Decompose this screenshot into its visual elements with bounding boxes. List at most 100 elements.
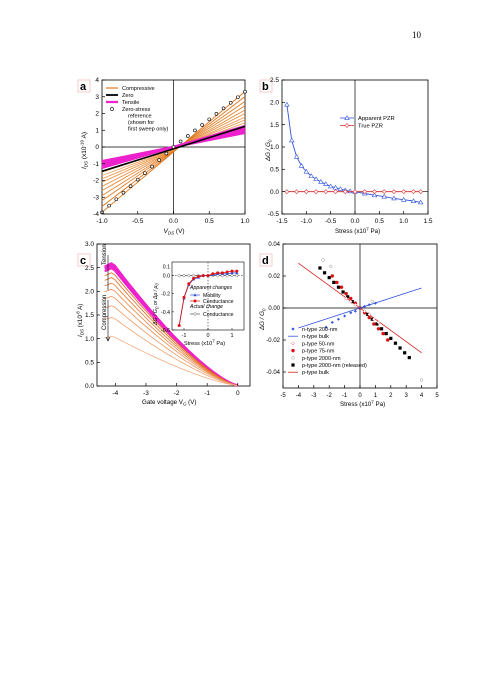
panel-c-inset-ytick-label: 0.0 (163, 274, 170, 280)
panel-d-n200-point (373, 301, 377, 305)
panel-c-xlabel: Gate voltage VG (V) (142, 399, 196, 407)
panel-c-inset-ytick-label: -0.4 (161, 310, 170, 316)
panel-d-p2000-released-point (322, 271, 327, 275)
panel-b-xtick-label: 1.5 (423, 218, 432, 225)
panel-b-true-point (313, 189, 319, 195)
panel-a-ylabel: IDS (x10-10 A) (80, 132, 89, 169)
panel-c-inset-actual-point (234, 273, 239, 278)
panel-d-p2000-point (329, 264, 333, 269)
panel-c-inset-legend-text: Conductance (203, 312, 234, 318)
panel-c-xlabel-part: (V) (186, 399, 196, 406)
panel-d-n200-point (330, 320, 334, 324)
panel-d-p2000-released-point (327, 276, 331, 280)
panel-b-ytick-label: 2.5 (270, 77, 279, 84)
panel-a-reference-point (236, 95, 240, 100)
panel-b-true-point (410, 189, 416, 195)
panel-b-ytick-label: 0.5 (270, 167, 279, 174)
panel-b-apparent-point (381, 193, 387, 199)
panel-c-inset-conductance-point (230, 269, 234, 273)
panel-a-xlabel: VDS (V) (164, 228, 185, 236)
panel-c-inset-conductance-point (225, 270, 229, 274)
panel-b-true-point (362, 189, 368, 195)
panel-a-reference-point (164, 151, 169, 156)
panel-d-ytick-label: 0.04 (268, 242, 280, 248)
panel-a-ytick-label: -3 (93, 194, 99, 201)
panel-d-p2000-released-point (403, 351, 407, 355)
panel-c-inset-ylabel-part: ΔG / G (153, 309, 159, 326)
panel-b-apparent-point (327, 183, 334, 189)
panel-d-n200-point (324, 325, 328, 329)
panel-b-true-point (391, 189, 397, 195)
panel-a-ylabel-part: I (81, 167, 88, 169)
panel-d-legend-marker (291, 356, 295, 360)
panel-d-p50-point (376, 320, 381, 325)
panel-d-p2000-point (419, 378, 424, 382)
panel-b-apparent-point (371, 192, 378, 198)
panel-c-inset-actual-point (220, 273, 225, 278)
panel-a-xtick-label: 1.0 (240, 218, 249, 225)
panel-b-apparent-point (323, 181, 329, 186)
panel-d-xlabel-part: Stress (x10 (340, 401, 372, 408)
panel-a-legend-text: reference (128, 114, 152, 120)
panel-b-xtick-label: 0.0 (350, 218, 359, 225)
panel-a-reference-point (228, 100, 233, 105)
panel-d-label: d (262, 255, 269, 267)
panel-c-transfer-curve (104, 336, 238, 386)
panel-b-apparent-point (318, 179, 324, 184)
panel-c-inset-ytick-label: 0.1 (163, 265, 170, 271)
panel-c-inset-xtick-label: 0 (206, 333, 209, 339)
panel-c-inset-conductance-point (177, 323, 181, 327)
panel-d-xtick-label: 2 (389, 393, 393, 399)
panel-a-ytick-label: 0 (95, 144, 99, 151)
panel-d-p50-point (362, 309, 367, 314)
panel-c-transfer-curve (104, 288, 238, 386)
panel-b-ytick-label: 1.5 (270, 122, 279, 129)
panel-b-true-point (352, 189, 358, 195)
panel-c-tension-label: Tension (102, 244, 108, 265)
panel-c-compression-arrowhead (105, 336, 111, 342)
panel-a-xtick-label: 0.5 (205, 218, 214, 225)
panel-d-legend-text: p-type bulk (302, 370, 329, 376)
panel-d-p2000-released-point (393, 341, 398, 345)
panel-d-p75-point (376, 327, 381, 331)
panel-d-p75-point (349, 296, 353, 301)
panel-d-p2000-released-point (336, 285, 341, 289)
panel-d-xtick-label: 0 (358, 393, 362, 399)
panel-d-p50-point (353, 302, 358, 307)
panel-d-n200-point (343, 314, 347, 318)
panel-b-true-point (418, 189, 424, 195)
panel-d-p2000-released-point (389, 336, 393, 340)
panel-c-inset-actual-point (177, 273, 182, 278)
panel-b-apparent-point (391, 195, 397, 201)
panel-b-ytick-label: 0.0 (270, 189, 279, 196)
panel-b-legend-marker (344, 123, 350, 128)
panel-a-reference-point (107, 203, 111, 208)
panel-b-xlabel-part: 7 (366, 227, 369, 232)
panel-a-reference-point (150, 164, 154, 169)
panel-c-inset-actual-point (182, 273, 186, 278)
panel-c-inset-legend-marker (193, 293, 197, 297)
panel-c-inset-legend-title: Apparent changes (189, 285, 233, 291)
panel-c-ytick-label: 0.5 (85, 360, 94, 367)
panel-d-ylabel-part: ΔG / G (259, 311, 266, 331)
panel-c-inset-xlabel: Stress (x107 Pa) (184, 339, 225, 348)
panel-d-xtick-label: 5 (435, 393, 439, 399)
panel-c-label: c (80, 255, 86, 267)
panel-b-ytick-label: 2.0 (270, 100, 279, 107)
panel-c-ytick-label: 2.0 (85, 289, 94, 296)
panel-b-apparent-point (308, 173, 314, 178)
panel-c-inset-ylabel: ΔG / G0 or Δμ / μ0 (153, 283, 160, 326)
panel-d-xtick-label: 1 (374, 393, 378, 399)
panel-a-zero-line (101, 125, 246, 173)
panel-a-ytick-label: 3 (95, 94, 99, 101)
panel-d-n200-point (358, 306, 362, 310)
panel-a-xlabel-part: DS (168, 231, 174, 236)
panel-a-legend-swatch (110, 107, 114, 111)
panel-d-p2000-released-point (332, 280, 336, 284)
panel-d-xtick-label: -3 (311, 393, 317, 399)
panel-c-inset-ylabel-part: 0 (155, 283, 160, 286)
panel-a-reference-point (243, 89, 247, 94)
panel-b-apparent-point (289, 137, 295, 143)
panel-d-p50-point (348, 299, 353, 304)
